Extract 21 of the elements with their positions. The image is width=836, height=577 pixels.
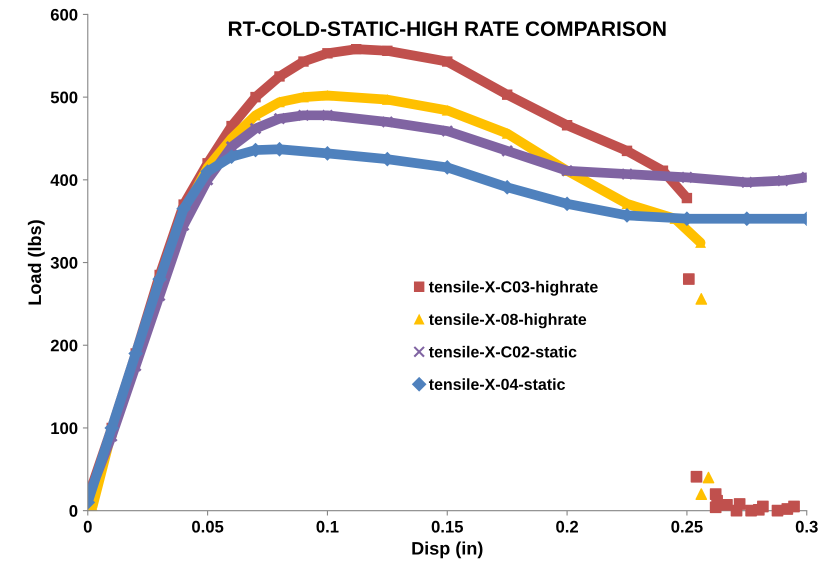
x-tick-label: 0.3 bbox=[796, 520, 818, 533]
y-tick-label: 600 bbox=[50, 8, 78, 21]
x-tick-label: 0.1 bbox=[316, 520, 339, 533]
legend-label: tensile-X-C03-highrate bbox=[428, 280, 598, 296]
x-axis-title: Disp (in) bbox=[412, 541, 482, 558]
y-tick-label: 300 bbox=[50, 256, 78, 269]
x-tick-label: 0.25 bbox=[671, 520, 703, 533]
y-tick-label: 500 bbox=[50, 92, 78, 104]
x-tick-label: 0.2 bbox=[556, 520, 578, 533]
legend-label: tensile-X-C02-static bbox=[428, 346, 577, 358]
y-tick-label: 200 bbox=[50, 340, 78, 352]
legend-label: tensile-X-04-static bbox=[428, 378, 565, 390]
legend-label: tensile-X-08-highrate bbox=[428, 313, 586, 328]
x-tick-label: 0 bbox=[84, 520, 92, 533]
chart-title: RT-COLD-STATIC-HIGH RATE COMPARISON bbox=[228, 21, 666, 36]
y-tick-label: 0 bbox=[69, 505, 78, 517]
y-axis-title: Load (lbs) bbox=[28, 220, 45, 304]
y-tick-label: 100 bbox=[51, 422, 78, 434]
x-tick-label: 0.05 bbox=[192, 520, 224, 533]
y-tick-label: 400 bbox=[50, 174, 78, 186]
x-tick-label: 0.15 bbox=[432, 520, 464, 533]
